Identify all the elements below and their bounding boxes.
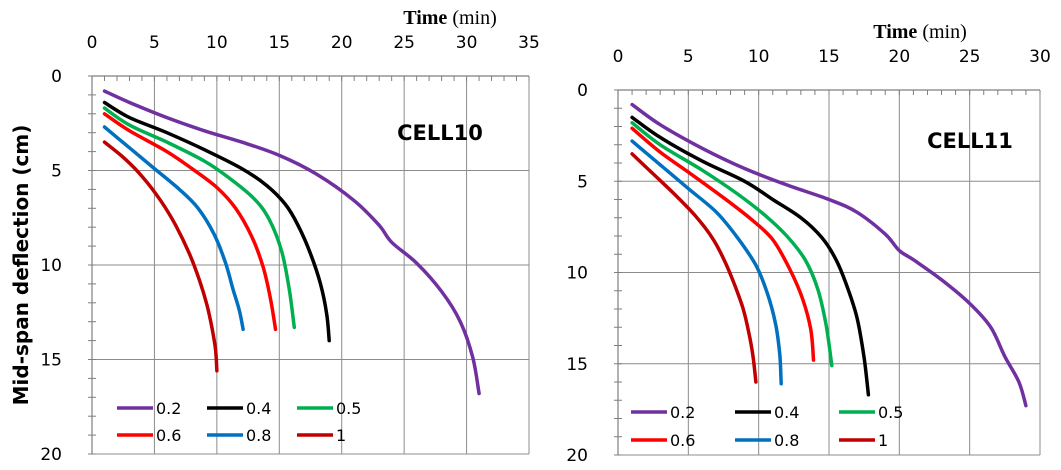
series-line-0-4: [630, 115, 871, 397]
series-line-0-8: [630, 139, 783, 386]
x-tick-label: 10: [748, 47, 770, 67]
x-axis-title-unit: (min): [922, 21, 966, 43]
y-tick-label: 20: [566, 446, 588, 466]
y-axis-title: Mid-span deflection (cm): [9, 125, 33, 406]
y-tick-label: 15: [40, 351, 62, 371]
x-axis-title-unit: (min): [452, 7, 496, 29]
y-tick-label: 0: [51, 67, 62, 87]
legend-label: 1: [336, 426, 346, 445]
series-line-0-5: [102, 106, 297, 330]
y-tick-label: 5: [51, 162, 62, 182]
series-line-0-2: [630, 102, 1028, 408]
legend-label: 0.2: [670, 403, 695, 422]
series-line-0-6: [102, 112, 278, 332]
y-tick-label: 20: [40, 445, 62, 465]
legend-label: 0.8: [774, 431, 799, 450]
series-line-1: [630, 152, 758, 384]
legend-label: 0.6: [670, 431, 695, 450]
x-tick-label: 15: [818, 47, 840, 67]
x-tick-label: 5: [149, 33, 160, 53]
y-tick-label: 15: [566, 355, 588, 375]
x-tick-label: 0: [613, 47, 624, 67]
legend-label: 0.4: [774, 403, 799, 422]
x-tick-label: 10: [206, 33, 228, 53]
x-tick-label: 25: [959, 47, 981, 67]
y-tick-label: 5: [577, 172, 588, 192]
series-line-0-4: [102, 100, 331, 343]
legend-label: 0.6: [156, 426, 181, 445]
x-axis-title: Time (min): [873, 21, 967, 43]
chart-panel-1: 0 5 10 15 20 25 30 35 0 5 10 15 20 Time (min) Mid-span …: [9, 7, 540, 465]
series-line-0-6: [630, 126, 816, 362]
legend-label: 0.8: [246, 426, 271, 445]
legend: 0.2 0.4 0.5 0.6 0.8 1: [631, 403, 903, 450]
legend-label: 0.4: [246, 399, 271, 418]
x-tick-label: 15: [268, 33, 290, 53]
x-axis-title-main: Time: [873, 21, 917, 43]
panel-label: CELL10: [397, 121, 483, 145]
legend-label: 0.2: [156, 399, 181, 418]
legend-label: 1: [878, 431, 888, 450]
legend-label: 0.5: [336, 399, 361, 418]
x-axis-title-main: Time: [403, 7, 447, 29]
x-tick-label: 35: [518, 33, 540, 53]
legend: 0.2 0.4 0.5 0.6 0.8 1: [117, 399, 361, 445]
legend-label: 0.5: [878, 403, 903, 422]
series-line-0-2: [102, 89, 481, 396]
series-line-1: [102, 140, 219, 373]
x-axis-title: Time (min): [403, 7, 497, 29]
x-tick-label: 25: [393, 33, 415, 53]
x-tick-label: 20: [331, 33, 353, 53]
series-line-0-8: [102, 125, 245, 332]
y-tick-label: 0: [577, 81, 588, 101]
x-tick-label: 30: [1029, 47, 1051, 67]
x-tick-label: 0: [87, 33, 98, 53]
series-line-0-5: [630, 121, 834, 368]
x-tick-label: 20: [889, 47, 911, 67]
x-tick-label: 30: [456, 33, 478, 53]
panel-label: CELL11: [927, 129, 1013, 153]
y-tick-label: 10: [40, 256, 62, 276]
x-tick-label: 5: [683, 47, 694, 67]
y-tick-label: 10: [566, 264, 588, 284]
